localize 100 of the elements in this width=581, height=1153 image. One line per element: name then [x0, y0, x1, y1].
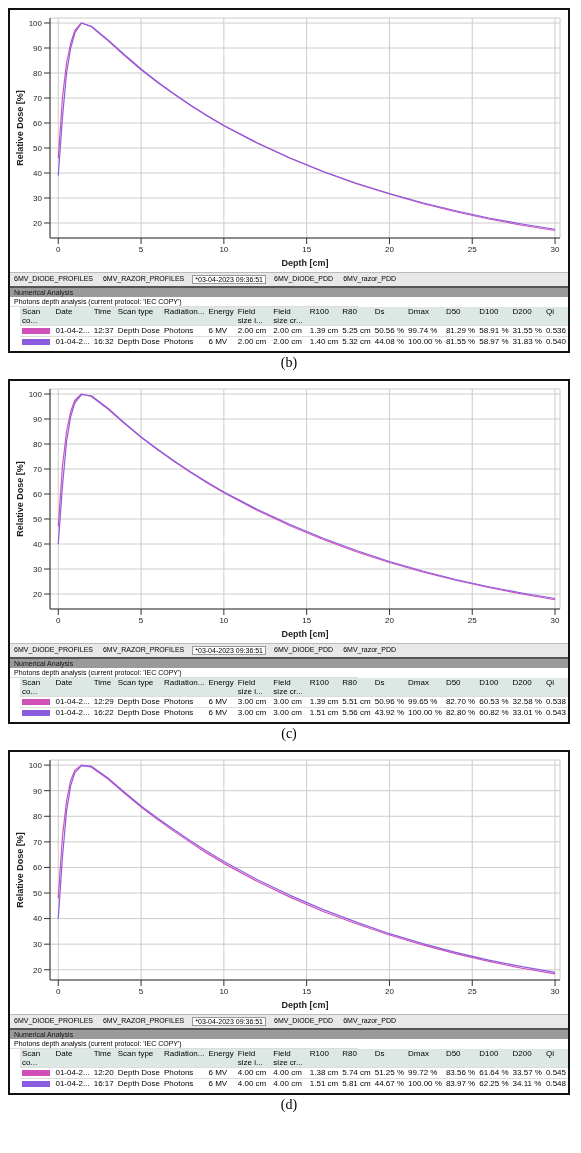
text: R100 — [308, 307, 330, 318]
text: 62.25 % — [478, 1078, 510, 1089]
text: D200 — [511, 307, 533, 318]
text: Depth Dose — [116, 336, 161, 347]
text: Ds — [373, 678, 386, 689]
x-tick-label: 5 — [138, 986, 144, 996]
x-axis-title: Depth [cm] — [281, 1000, 329, 1010]
text: Time — [92, 678, 113, 689]
text: 0.543 — [544, 707, 567, 718]
text: 44.67 % — [373, 1078, 406, 1089]
text: 31.55 % — [511, 325, 543, 337]
text: 99.74 % — [407, 325, 439, 337]
text: 50.56 % — [373, 325, 406, 337]
text: 0.545 — [544, 1067, 567, 1079]
text: Radiation... — [163, 1049, 206, 1060]
text: 01-04-2... — [54, 1078, 91, 1089]
text: Photons — [163, 325, 195, 337]
x-tick-label: 0 — [56, 986, 62, 996]
text: 0.540 — [544, 336, 567, 347]
text: 32.58 % — [511, 696, 543, 708]
text: Radiation... — [163, 678, 206, 689]
text: 2.00 cm — [236, 325, 268, 337]
text: 0.548 — [544, 1078, 567, 1089]
text: R80 — [341, 307, 358, 318]
y-tick-label: 40 — [33, 914, 43, 924]
text: Date — [54, 307, 74, 318]
x-tick-label: 10 — [219, 244, 229, 254]
text: 1.38 cm — [308, 1067, 340, 1079]
text: 99.65 % — [407, 696, 439, 708]
y-tick-label: 50 — [33, 143, 43, 153]
text: Depth Dose — [116, 696, 161, 708]
y-tick-label: 50 — [33, 888, 43, 898]
x-tick-label: 20 — [384, 244, 395, 254]
text: 16:17 — [92, 1078, 115, 1089]
text: 50.96 % — [373, 696, 406, 708]
text: 2.00 cm — [272, 325, 303, 337]
text: 6 MV — [207, 1067, 229, 1079]
y-tick-label: 70 — [33, 464, 43, 474]
text: Date — [54, 678, 74, 689]
text: D100 — [478, 1049, 500, 1060]
y-tick-label: 40 — [33, 168, 43, 178]
text: 60.82 % — [478, 707, 510, 718]
text: 1.51 cm — [308, 707, 340, 718]
text: R100 — [308, 678, 330, 689]
y-tick-label: 30 — [33, 564, 43, 574]
text: 34.11 % — [511, 1078, 543, 1089]
y-tick-label: 100 — [28, 760, 43, 770]
text: Energy — [207, 1049, 235, 1060]
text: 1.40 cm — [308, 336, 340, 347]
text: Scan co... — [21, 1049, 42, 1068]
x-tick-label: 15 — [302, 986, 312, 996]
text: Photons — [163, 696, 195, 708]
text: Date — [54, 1049, 74, 1060]
text: 33.01 % — [511, 707, 543, 718]
y-tick-label: 20 — [33, 589, 43, 599]
text: Ds — [373, 307, 386, 318]
text: 5.56 cm — [341, 707, 372, 718]
text: Field size i... — [236, 1049, 264, 1068]
text: 6 MV — [207, 336, 229, 347]
y-tick-label: 20 — [33, 965, 43, 975]
text: 58.91 % — [478, 325, 510, 337]
text: 12:37 — [92, 325, 115, 337]
text: 3.00 cm — [272, 707, 303, 718]
text: 83.56 % — [444, 1067, 477, 1079]
y-axis-title: Relative Dose [%] — [15, 90, 26, 166]
text: 6 MV — [207, 696, 229, 708]
text: Scan type — [116, 678, 155, 689]
x-tick-label: 25 — [467, 986, 478, 996]
text: Ds — [373, 1049, 386, 1060]
text: Field size cr... — [272, 678, 304, 697]
text: Field size i... — [236, 678, 264, 697]
text: 83.97 % — [444, 1078, 477, 1089]
text: 1.51 cm — [308, 1078, 340, 1089]
y-tick-label: 60 — [33, 489, 43, 499]
text: 12:29 — [92, 696, 115, 708]
text: 01-04-2... — [54, 696, 91, 708]
text: 4.00 cm — [236, 1078, 268, 1089]
x-tick-label: 10 — [219, 615, 229, 625]
x-axis-title: Depth [cm] — [281, 258, 329, 268]
text: Dmax — [407, 307, 430, 318]
x-axis-title: Depth [cm] — [281, 629, 329, 639]
x-tick-label: 10 — [219, 986, 229, 996]
text: 6 MV — [207, 325, 229, 337]
text: (c) — [280, 726, 298, 742]
text: 31.83 % — [511, 336, 543, 347]
text: Depth Dose — [116, 707, 161, 718]
text: Energy — [207, 678, 235, 689]
x-tick-label: 25 — [467, 244, 478, 254]
text: Time — [92, 307, 113, 318]
text: (b) — [279, 355, 299, 371]
text: 01-04-2... — [54, 336, 91, 347]
text: 16:22 — [92, 707, 115, 718]
text: Qi — [544, 678, 555, 689]
text: 6 MV — [207, 1078, 229, 1089]
y-tick-label: 20 — [33, 218, 43, 228]
y-axis-title: Relative Dose [%] — [15, 832, 26, 908]
y-tick-label: 90 — [33, 43, 43, 53]
y-tick-label: 100 — [28, 389, 43, 399]
x-tick-label: 30 — [550, 244, 561, 254]
x-tick-label: 5 — [138, 615, 144, 625]
